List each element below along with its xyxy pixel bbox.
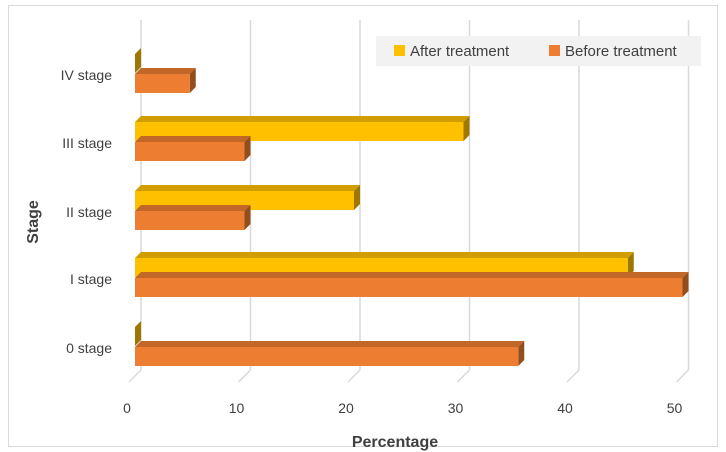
x-tick-label: 0 <box>123 400 131 416</box>
gridline-floor-50 <box>675 369 690 383</box>
y-tick-label: II stage <box>66 204 112 220</box>
bars <box>135 48 689 366</box>
x-tick-label: 10 <box>229 400 245 416</box>
gridline-floor-0 <box>128 369 142 383</box>
x-tick-label: 30 <box>448 400 464 416</box>
bar-after-treatment-4 <box>135 48 141 73</box>
y-tick-label: 0 stage <box>66 340 112 356</box>
x-tick-label: 40 <box>557 400 573 416</box>
gridline-floor-30 <box>456 369 471 383</box>
legend-label-after-treatment: After treatment <box>410 43 510 60</box>
legend-swatch-before-treatment <box>549 45 560 56</box>
y-tick-label: IV stage <box>61 67 113 83</box>
gridline-floor-10 <box>237 369 252 383</box>
bar-before-treatment-2 <box>135 205 251 230</box>
legend: After treatment Before treatment <box>376 36 701 66</box>
y-axis-title: Stage <box>25 200 42 244</box>
y-tick-label: I stage <box>70 271 112 287</box>
legend-background <box>376 36 701 66</box>
y-tick-label: III stage <box>62 135 112 151</box>
bar-before-treatment-0 <box>135 341 525 366</box>
x-tick-labels: 0 10 20 30 40 50 <box>123 400 682 416</box>
x-tick-label: 50 <box>667 400 683 416</box>
chart-frame <box>8 5 718 447</box>
bar-before-treatment-4 <box>135 68 196 93</box>
x-tick-label: 20 <box>338 400 354 416</box>
legend-label-before-treatment: Before treatment <box>565 43 678 60</box>
x-axis-title: Percentage <box>352 434 438 451</box>
gridline-floor-40 <box>566 369 580 383</box>
bar-before-treatment-1 <box>135 272 689 297</box>
gridline-floor-20 <box>347 369 361 383</box>
bar-before-treatment-3 <box>135 136 251 161</box>
y-tick-labels: 0 stage I stage II stage III stage IV stage <box>61 67 113 356</box>
bar-after-treatment-0 <box>135 321 141 346</box>
legend-swatch-after-treatment <box>394 45 405 56</box>
